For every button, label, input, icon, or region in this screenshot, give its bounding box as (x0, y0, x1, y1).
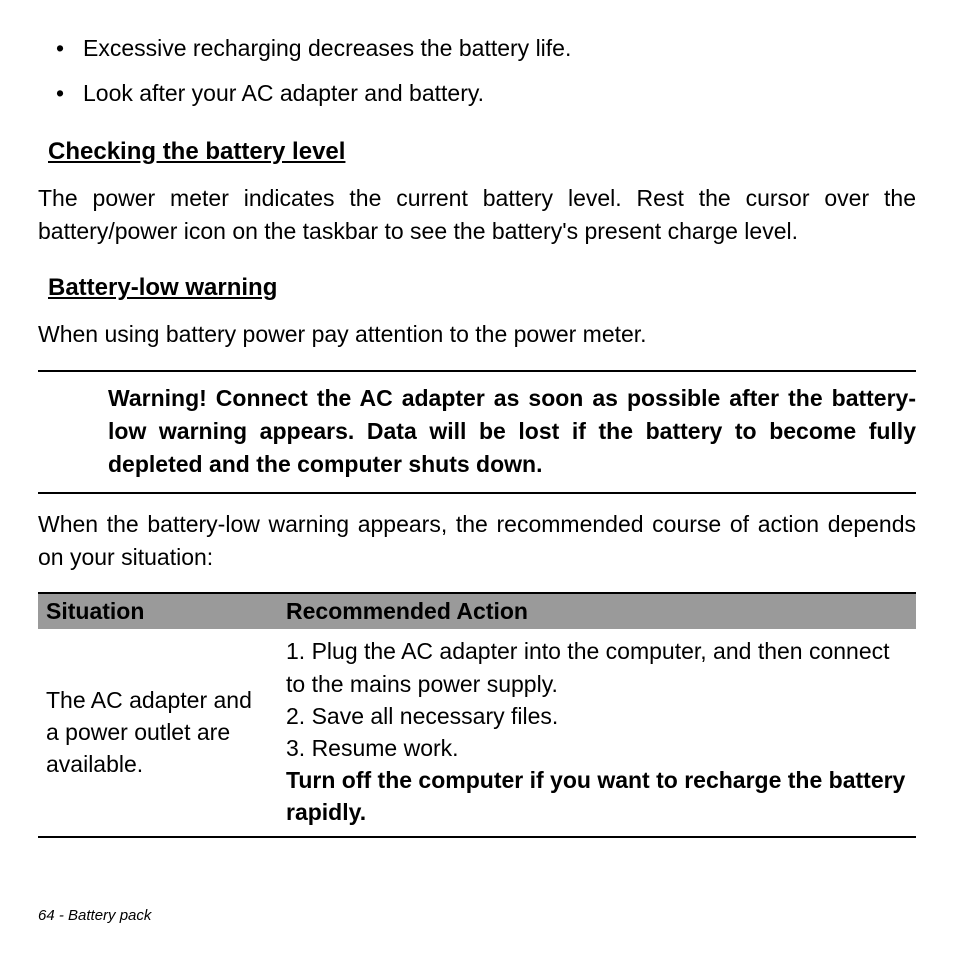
section-heading-checking: Checking the battery level (48, 138, 916, 166)
action-step-2: 2. Save all necessary files. (286, 703, 558, 729)
warning-text: Warning! Connect the AC adapter as soon … (108, 382, 916, 482)
warning-callout: Warning! Connect the AC adapter as soon … (38, 370, 916, 494)
bullet-list: Excessive recharging decreases the batte… (38, 30, 916, 112)
bullet-item: Excessive recharging decreases the batte… (38, 30, 916, 67)
document-page: Excessive recharging decreases the batte… (0, 0, 954, 954)
section-heading-battery-low: Battery-low warning (48, 274, 916, 302)
cell-action: 1. Plug the AC adapter into the computer… (278, 629, 916, 837)
section-body: The power meter indicates the current ba… (38, 182, 916, 249)
action-step-1: 1. Plug the AC adapter into the computer… (286, 638, 890, 696)
action-step-3: 3. Resume work. (286, 735, 459, 761)
table-row: The AC adapter and a power outlet are av… (38, 629, 916, 837)
bullet-item: Look after your AC adapter and battery. (38, 75, 916, 112)
col-header-action: Recommended Action (278, 593, 916, 629)
table-header-row: Situation Recommended Action (38, 593, 916, 629)
after-warning-text: When the battery-low warning appears, th… (38, 508, 916, 575)
page-footer: 64 - Battery pack (38, 907, 151, 924)
situation-table: Situation Recommended Action The AC adap… (38, 592, 916, 838)
action-bold-note: Turn off the computer if you want to rec… (286, 767, 905, 825)
section-intro: When using battery power pay attention t… (38, 318, 916, 351)
cell-situation: The AC adapter and a power outlet are av… (38, 629, 278, 837)
col-header-situation: Situation (38, 593, 278, 629)
